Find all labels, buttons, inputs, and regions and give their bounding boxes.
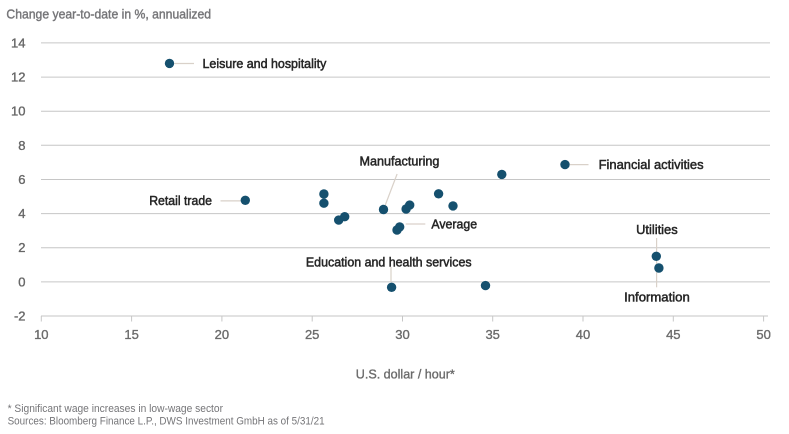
svg-text:6: 6 — [18, 172, 25, 187]
svg-text:40: 40 — [576, 327, 590, 342]
svg-text:2: 2 — [18, 240, 25, 255]
svg-text:45: 45 — [666, 327, 680, 342]
svg-text:14: 14 — [11, 35, 25, 50]
svg-text:20: 20 — [215, 327, 229, 342]
svg-text:* Significant wage increases i: * Significant wage increases in low-wage… — [8, 403, 224, 415]
svg-text:Sources: Bloomberg Finance L.P: Sources: Bloomberg Finance L.P., DWS Inv… — [8, 415, 325, 427]
svg-text:Information: Information — [624, 290, 690, 305]
svg-text:12: 12 — [11, 70, 25, 85]
svg-text:8: 8 — [18, 138, 25, 153]
svg-text:Leisure and hospitality: Leisure and hospitality — [203, 56, 327, 71]
svg-text:Manufacturing: Manufacturing — [360, 154, 440, 169]
svg-text:Change year-to-date in %, annu: Change year-to-date in %, annualized — [6, 7, 211, 22]
svg-text:50: 50 — [756, 327, 770, 342]
svg-text:Utilities: Utilities — [636, 222, 678, 237]
svg-text:U.S. dollar / hour*: U.S. dollar / hour* — [356, 367, 455, 382]
svg-text:Financial activities: Financial activities — [599, 157, 704, 172]
svg-text:10: 10 — [11, 104, 25, 119]
svg-text:15: 15 — [124, 327, 138, 342]
svg-text:Average: Average — [431, 217, 477, 232]
svg-text:10: 10 — [34, 327, 48, 342]
svg-text:Retail trade: Retail trade — [149, 193, 212, 208]
svg-text:0: 0 — [18, 274, 25, 289]
svg-text:30: 30 — [395, 327, 409, 342]
svg-text:35: 35 — [485, 327, 499, 342]
svg-text:25: 25 — [305, 327, 319, 342]
svg-text:-2: -2 — [14, 309, 26, 324]
svg-text:4: 4 — [18, 206, 25, 221]
svg-text:Education and health services: Education and health services — [306, 255, 472, 270]
